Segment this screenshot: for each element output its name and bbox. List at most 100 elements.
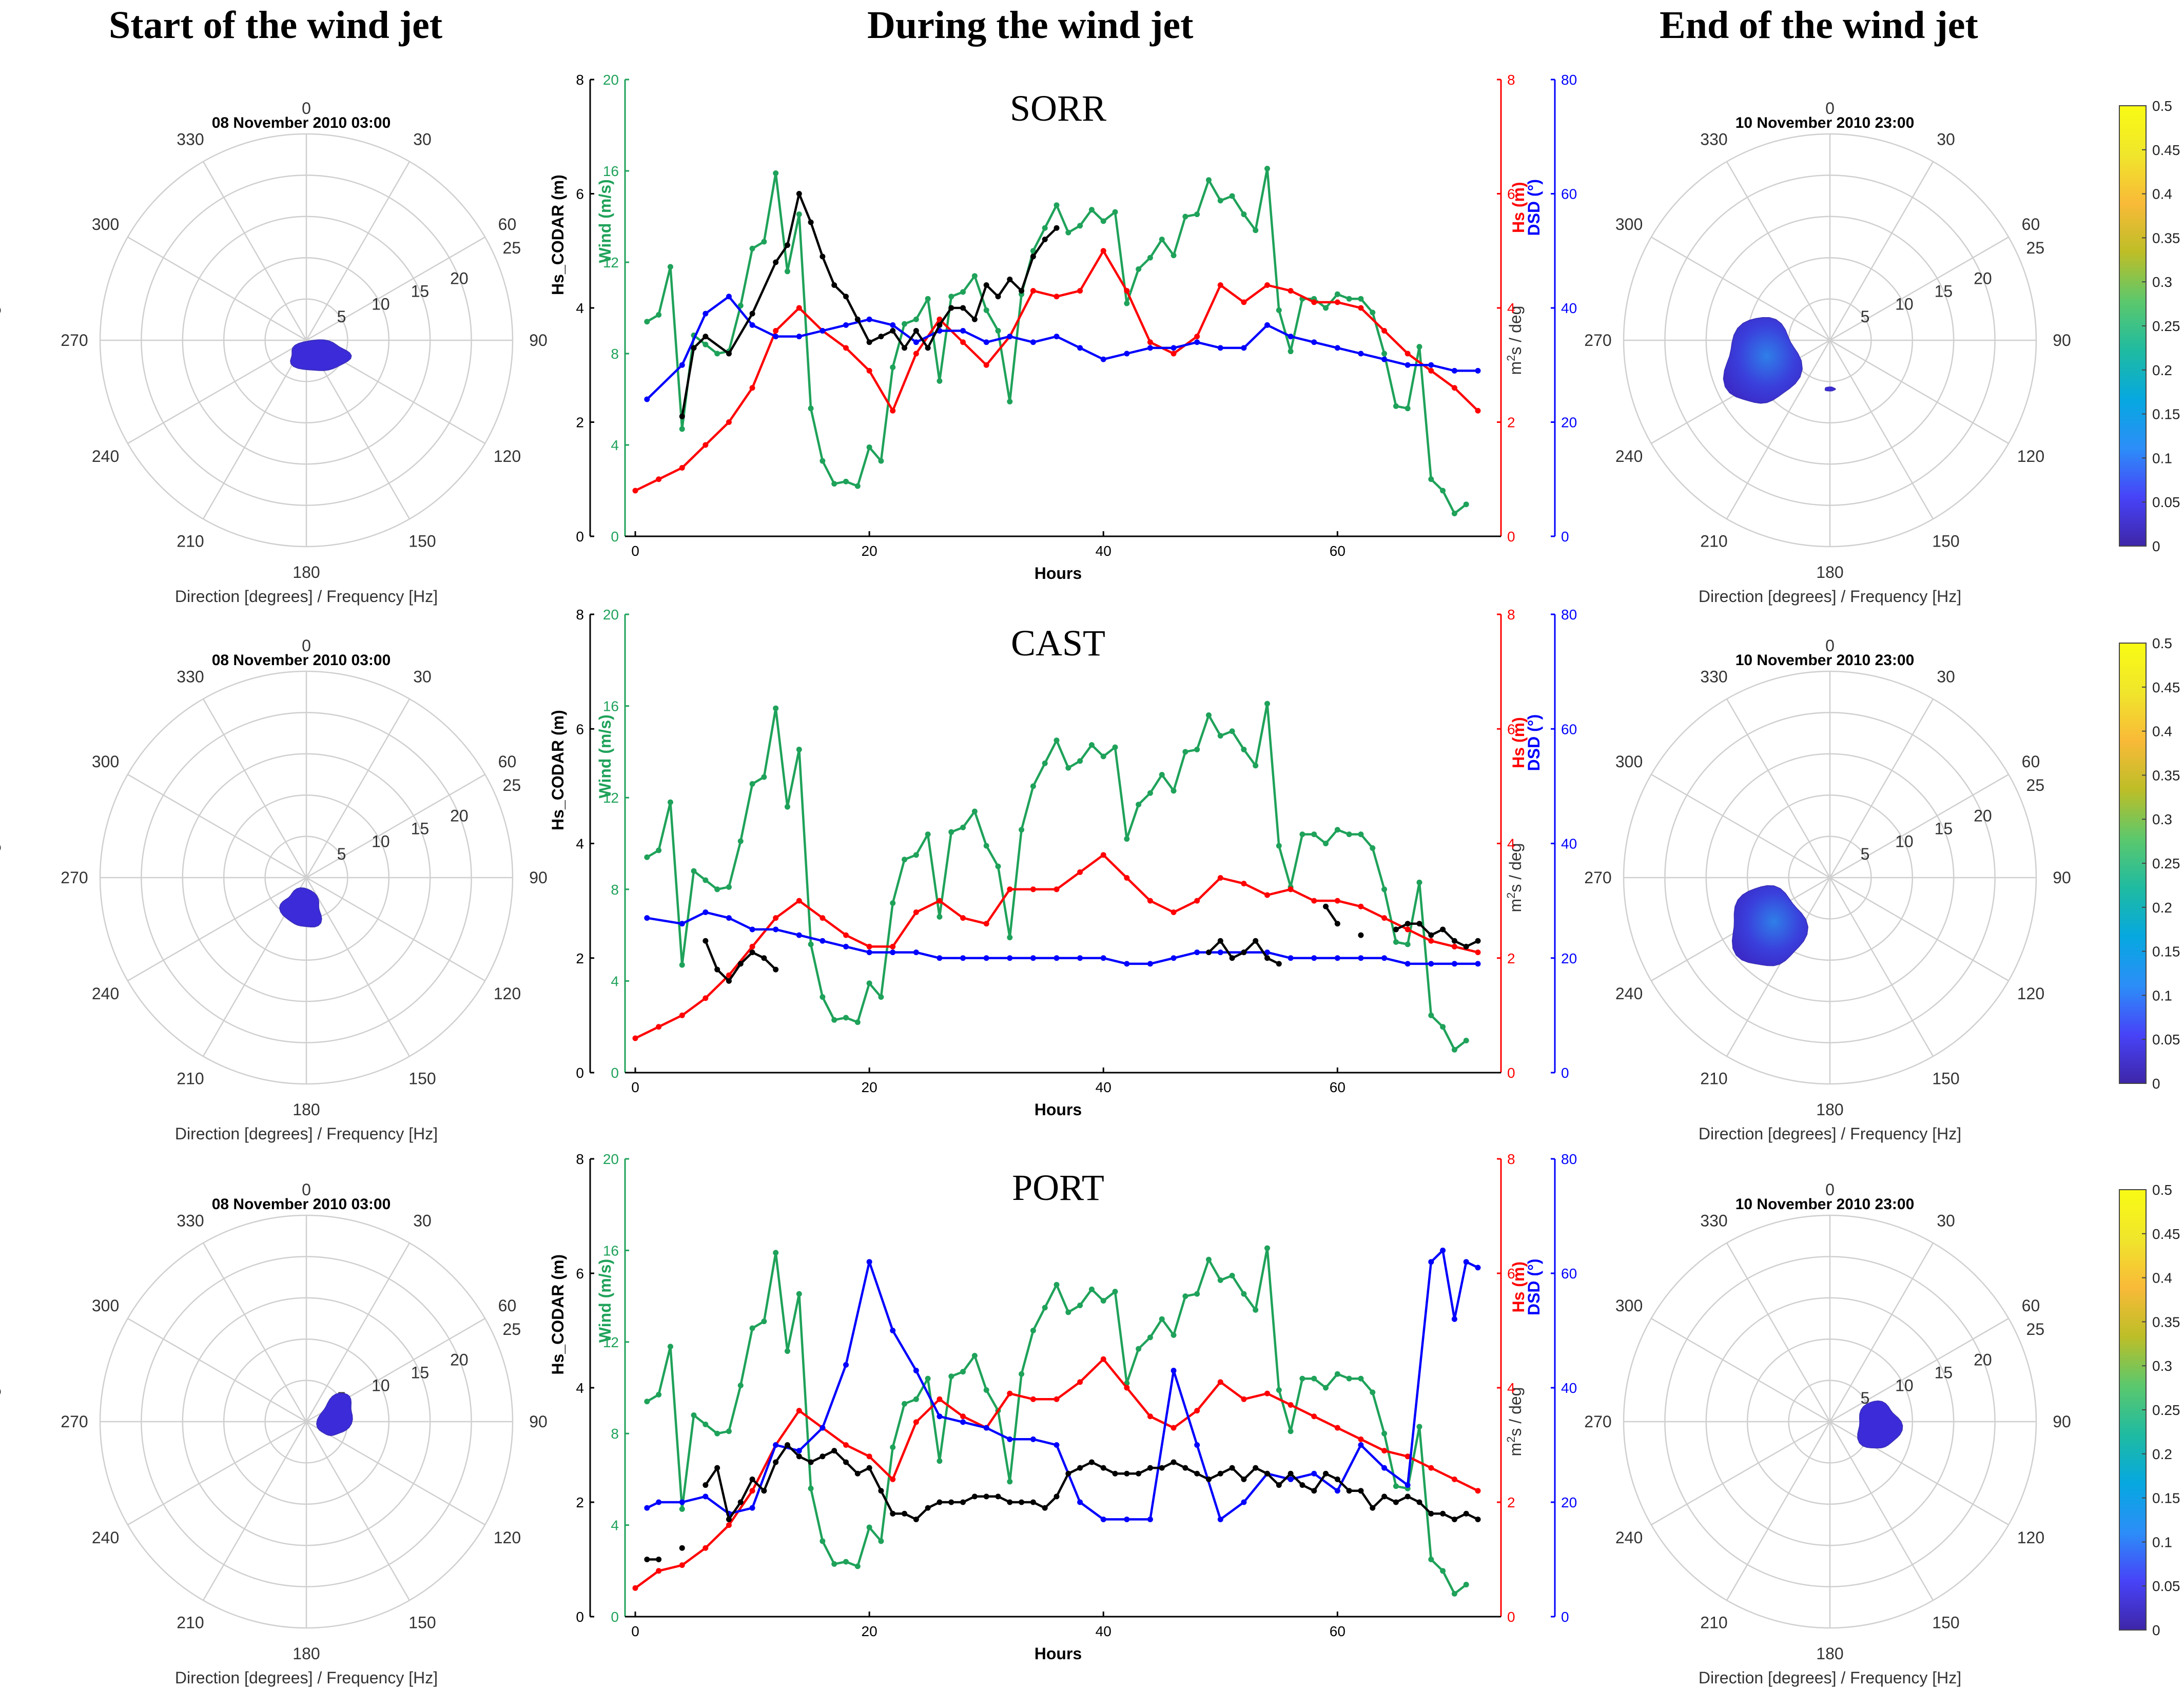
series-wind-point: [890, 364, 896, 371]
series-hs-codar-point: [703, 938, 709, 944]
series-hs-codar-point: [843, 294, 849, 300]
angle-label: 240: [1615, 447, 1643, 465]
series-hs-codar-point: [1217, 1470, 1223, 1477]
wind-axis-label: Wind (m/s): [596, 1259, 614, 1343]
polar-title: 08 November 2010 03:00: [212, 1196, 391, 1213]
series-hs-point: [773, 328, 779, 334]
series-wind-point: [1358, 296, 1364, 302]
series-hs-point: [632, 1035, 638, 1041]
axis-tick-label: 6: [1507, 721, 1515, 737]
series-hs-codar-point: [1276, 961, 1282, 967]
series-dsd-point: [1381, 955, 1388, 961]
series-wind-point: [1463, 1037, 1469, 1043]
series-wind-point: [902, 857, 908, 863]
series-hs-codar-point: [843, 1459, 849, 1465]
x-axis-label: Hours: [1035, 1100, 1082, 1119]
colorbar-tick-label: 0.15: [2152, 944, 2180, 960]
series-wind-point: [1311, 1375, 1317, 1382]
series-hs-codar-point: [948, 305, 954, 311]
series-dsd-point: [1405, 362, 1411, 368]
series-wind-point: [1288, 348, 1294, 355]
series-hs-point: [1124, 1385, 1130, 1391]
axis-tick-label: 8: [611, 1426, 619, 1442]
series-hs-codar-point: [1030, 1499, 1036, 1505]
angle-label: 30: [413, 668, 432, 686]
series-wind-point: [1054, 738, 1060, 744]
series-hs-codar-point: [726, 1516, 732, 1522]
series-dsd-point: [703, 311, 709, 317]
polar-ylabel: m2s / deg: [0, 843, 1, 913]
series-wind-point: [820, 994, 826, 1000]
angle-label: 150: [1932, 532, 1959, 550]
series-wind-point: [1428, 476, 1434, 482]
series-hs-point: [1358, 903, 1364, 909]
series-wind-point: [714, 1430, 720, 1437]
axis-tick-label: 20: [603, 607, 619, 623]
series-hs-codar-point: [1217, 938, 1223, 944]
angle-label: 0: [302, 1180, 311, 1199]
series-hs-codar-point: [1346, 1488, 1352, 1494]
radial-label: 25: [2026, 1320, 2045, 1338]
radial-label: 10: [1895, 832, 1914, 850]
series-wind-point: [808, 941, 814, 947]
polar-end-cast: 0306090120150180210240270300330510152025…: [1505, 636, 2071, 1143]
series-hs-codar-point: [679, 1545, 685, 1551]
series-hs-codar-point: [1416, 1499, 1422, 1505]
axis-tick-label: 80: [1561, 1151, 1577, 1167]
polar-spoke: [127, 877, 307, 982]
polar-spoke: [1726, 340, 1831, 519]
series-hs-codar-point: [1194, 1470, 1200, 1477]
series-dsd-point: [1054, 334, 1060, 340]
series-dsd-point: [960, 955, 966, 961]
series-hs-codar-point: [1288, 1470, 1294, 1477]
series-dsd-point: [937, 955, 943, 961]
series-hs-point: [843, 1442, 849, 1448]
series-wind-point: [1217, 198, 1223, 204]
series-hs-point: [703, 995, 709, 1001]
series-wind-point: [1194, 746, 1200, 752]
spectrum-blob: [1824, 386, 1836, 392]
polar-spoke: [1829, 1317, 2009, 1423]
axis-tick-label: 12: [603, 255, 619, 270]
colorbar-3: 0 0.05 0.1 0.15 0.2 0.25 0.3 0.35 0.4 0.45 0.5: [2119, 1182, 2180, 1638]
series-dsd-point: [656, 1499, 662, 1505]
station-label: CAST: [1011, 623, 1105, 664]
series-wind-point: [1370, 1389, 1376, 1395]
axis-tick-label: 4: [611, 1518, 619, 1534]
series-hs-codar-point: [1264, 955, 1270, 961]
series-dsd-point: [1405, 961, 1411, 967]
series-hs-codar-point: [820, 254, 826, 260]
series-wind-point: [644, 1399, 650, 1405]
series-hs-point: [866, 367, 872, 374]
polar-spoke: [1829, 339, 2009, 444]
series-wind-point: [1112, 744, 1118, 750]
series-wind-point: [948, 829, 954, 835]
polar-xlabel: Direction [degrees] / Frequency [Hz]: [175, 1668, 438, 1687]
series-hs-point: [1475, 408, 1481, 414]
series-dsd-point: [703, 1493, 709, 1500]
colorbar-tick-label: 0: [2152, 1622, 2160, 1638]
series-hs-point: [1334, 898, 1340, 904]
axis-tick-label: 4: [576, 300, 584, 316]
angle-label: 300: [92, 752, 119, 771]
series-hs-point: [1311, 898, 1317, 904]
series-hs-codar-point: [1405, 921, 1411, 927]
series-wind-point: [1042, 1305, 1048, 1311]
series-hs-codar-point: [1241, 949, 1247, 956]
angle-label: 0: [1825, 99, 1835, 118]
series-dsd-point: [1311, 955, 1317, 961]
series-dsd-point: [1030, 955, 1036, 961]
series-hs-point: [1428, 1465, 1434, 1471]
series-wind-point: [679, 426, 685, 432]
radial-label: 20: [450, 807, 469, 825]
series-dsd-point: [1171, 1368, 1177, 1374]
angle-label: 210: [1700, 1069, 1727, 1088]
series-hs-codar-point: [1440, 926, 1446, 933]
series-wind-point: [1100, 1298, 1106, 1304]
series-wind-point: [1381, 886, 1388, 892]
series-hs-codar-point: [1253, 938, 1259, 944]
series-dsd-point: [1451, 367, 1457, 374]
series-hs-point: [1334, 1425, 1340, 1431]
polar-ylabel: m2s / deg: [1505, 843, 1525, 913]
polar-spoke: [306, 877, 485, 982]
